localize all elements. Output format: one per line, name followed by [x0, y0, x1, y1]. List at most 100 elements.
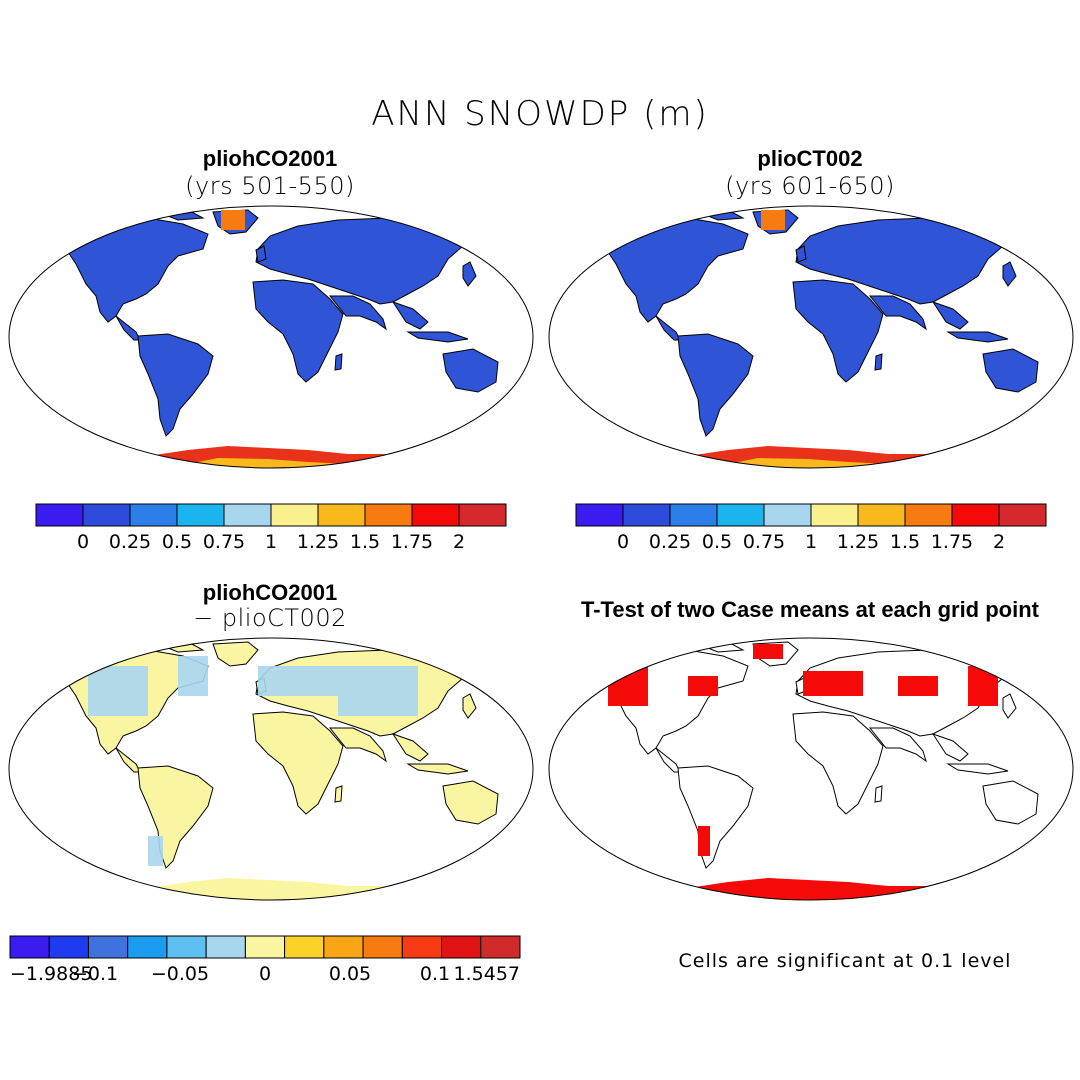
- significant-cells: [803, 671, 863, 696]
- colorbar-tick-label: 1.75: [931, 531, 973, 553]
- colorbar-swatch: [763, 503, 812, 527]
- colorbar-swatch: [622, 503, 671, 527]
- panel2-subtitle: (yrs 601-650): [725, 172, 895, 200]
- colorbar-tick-label: −0.05: [151, 963, 209, 985]
- colorbar-tick-label: 0: [617, 531, 629, 553]
- colorbar-tick-label: 0.25: [109, 531, 151, 553]
- colorbar-swatch: [857, 503, 906, 527]
- landmass-south-america: [137, 765, 214, 869]
- landmass-south-america: [137, 333, 214, 437]
- landmass-uk: [795, 245, 807, 263]
- significance-note: Cells are significant at 0.1 level: [678, 950, 1012, 972]
- difference-patch: [88, 666, 148, 716]
- colorbar-tick-label: 2: [993, 531, 1005, 553]
- colorbar-swatch: [364, 503, 413, 527]
- colorbar-panel-3: −1.9885−0.1 −0.05 0 0.05 0.1 1.5457: [9, 935, 521, 985]
- colorbar-tick-label: 0.1: [420, 963, 450, 985]
- colorbar-swatch: [9, 935, 50, 959]
- landmass-madagascar: [874, 785, 883, 803]
- landmass-arabia-india: [868, 295, 927, 331]
- colorbar-swatch: [716, 503, 765, 527]
- significant-cells: [898, 676, 938, 696]
- panel4-title: T-Test of two Case means at each grid po…: [580, 597, 1039, 622]
- landmass-south-america: [677, 765, 754, 869]
- colorbar-tick-label: 1.5: [890, 531, 920, 553]
- colorbar-swatch: [205, 935, 246, 959]
- landmass-japan: [462, 693, 477, 719]
- landmass-japan: [462, 261, 477, 287]
- landmass-greenland: [212, 641, 259, 667]
- landmass-madagascar: [334, 785, 343, 803]
- colorbar-swatch: [362, 935, 403, 959]
- landmass-nz: [1045, 827, 1057, 844]
- landmass-indonesia: [946, 763, 1009, 775]
- colorbar-swatch: [223, 503, 272, 527]
- colorbar-swatch: [270, 503, 319, 527]
- colorbar-tick-label: 0: [259, 963, 271, 985]
- landmass-africa: [792, 711, 884, 815]
- colorbar-swatch: [411, 503, 460, 527]
- colorbar-tick-label: 1: [805, 531, 817, 553]
- colorbar-tick-label: 0.75: [203, 531, 245, 553]
- colorbar-swatch: [441, 935, 482, 959]
- colorbar-swatch: [82, 503, 131, 527]
- colorbar-swatch: [166, 935, 207, 959]
- panel1-title: pliohCO2001: [202, 146, 338, 171]
- colorbar-panel-1: 0 0.25 0.5 0.75 1 1.25 1.5 1.75 2: [35, 503, 507, 553]
- landmass-africa: [252, 279, 344, 383]
- landmass-arabia-india: [328, 295, 387, 331]
- landmass-madagascar: [874, 353, 883, 371]
- map-panel-4: [548, 637, 1074, 901]
- landmass-indonesia: [406, 763, 469, 775]
- colorbar-swatch: [458, 503, 507, 527]
- colorbar-swatch: [323, 935, 364, 959]
- landmass-japan: [1002, 693, 1017, 719]
- colorbar-tick-label: 0.05: [329, 963, 371, 985]
- landmass-north-america: [62, 217, 209, 323]
- landmass-eurasia: [255, 217, 479, 305]
- landmass-nz: [505, 395, 517, 412]
- landmass-australia: [982, 780, 1039, 825]
- landmass-madagascar: [334, 353, 343, 371]
- colorbar-swatch: [35, 503, 84, 527]
- panel1-subtitle: (yrs 501-550): [185, 172, 355, 200]
- colorbar-swatch: [317, 503, 366, 527]
- difference-patch: [178, 656, 208, 696]
- landmass-japan: [1002, 261, 1017, 287]
- landmass-australia: [442, 348, 499, 393]
- map-panel-2: [548, 205, 1074, 469]
- landmass-eurasia: [795, 217, 1019, 305]
- colorbar-swatch: [904, 503, 953, 527]
- landmass-africa: [792, 279, 884, 383]
- difference-patch: [338, 696, 418, 716]
- significant-cells: [968, 666, 998, 706]
- colorbar-tick-label: 0: [77, 531, 89, 553]
- colorbar-tick-label: 2: [453, 531, 465, 553]
- map-panel-1: [8, 205, 534, 469]
- colorbar-swatch: [951, 503, 1000, 527]
- landmass-south-america: [677, 333, 754, 437]
- panel2-title: plioCT002: [757, 146, 863, 171]
- panel3-subtitle: − plioCT002: [193, 604, 347, 632]
- landmass-indonesia: [946, 331, 1009, 343]
- landmass-australia: [982, 348, 1039, 393]
- map-4-fill: [549, 638, 1073, 900]
- difference-patch: [148, 836, 163, 866]
- colorbar-panel-2: 0 0.25 0.5 0.75 1 1.25 1.5 1.75 2: [575, 503, 1047, 553]
- map-panel-3: [8, 637, 534, 901]
- colorbar-tick-label: 1.25: [837, 531, 879, 553]
- significant-cells: [688, 676, 718, 696]
- landmass-nz: [505, 827, 517, 844]
- significant-cells: [753, 644, 783, 659]
- colorbar-swatch: [401, 935, 443, 959]
- landmass-africa: [252, 711, 344, 815]
- colorbar-swatch: [810, 503, 859, 527]
- difference-patch: [258, 666, 418, 696]
- landmass-nz: [1045, 395, 1057, 412]
- colorbar-tick-label: 1.5: [350, 531, 380, 553]
- colorbar-swatch: [575, 503, 624, 527]
- landmass-uk: [255, 245, 267, 263]
- colorbar-tick-label: 1.75: [391, 531, 433, 553]
- landmass-se-asia: [391, 733, 429, 762]
- colorbar-tick-label: 0.5: [702, 531, 732, 553]
